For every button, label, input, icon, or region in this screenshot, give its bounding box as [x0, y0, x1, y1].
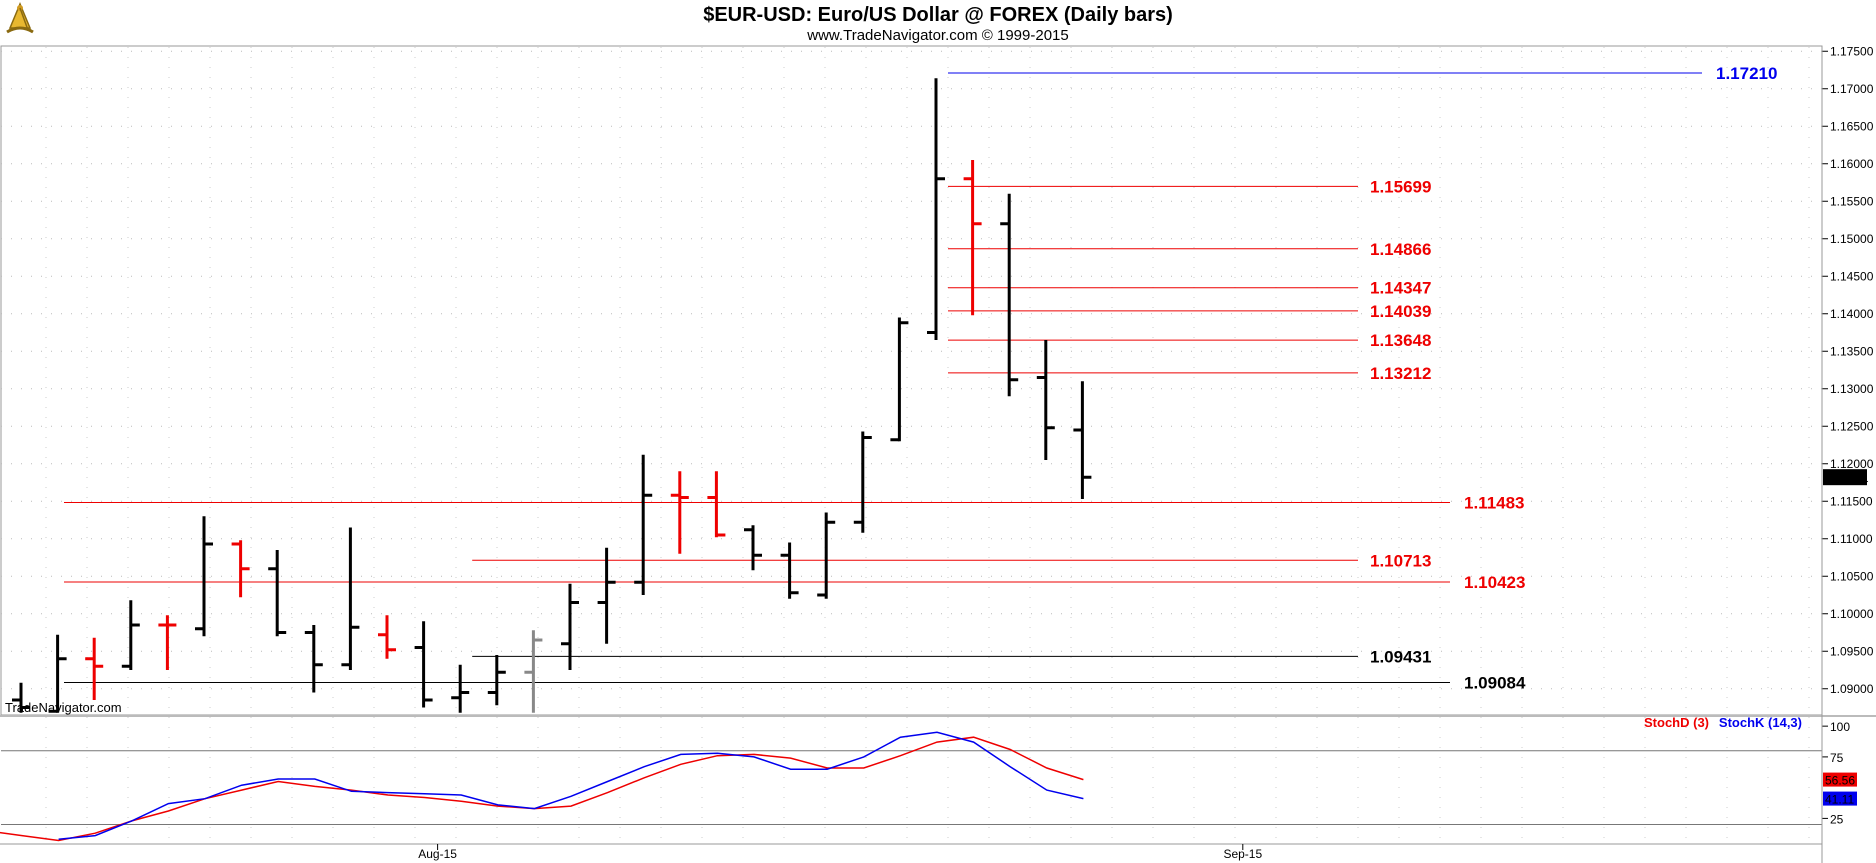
- price-tick-label: 1.16500: [1830, 119, 1874, 133]
- price-tick-label: 1.11000: [1830, 532, 1873, 546]
- stochastic-legend: StochD (3) StochK (14,3): [1644, 715, 1802, 730]
- chart-subtitle: www.TradeNavigator.com © 1999-2015: [806, 27, 1068, 44]
- level-label: 1.14866: [1370, 240, 1431, 259]
- ohlc-bar: [378, 615, 396, 659]
- level-label: 1.17210: [1716, 64, 1777, 83]
- ohlc-bar: [524, 630, 543, 713]
- price-tick-label: 1.10000: [1830, 607, 1874, 621]
- ohlc-bar: [817, 512, 836, 599]
- level-label: 1.09084: [1464, 673, 1526, 692]
- ohlc-bar: [744, 525, 762, 571]
- ohlc-bar: [158, 615, 177, 670]
- date-axis: Aug-15 Sep-15: [0, 843, 1822, 861]
- legend-stoch-d: StochD (3): [1644, 715, 1709, 730]
- chart-header: $EUR-USD: Euro/US Dollar @ FOREX (Daily …: [6, 2, 1173, 44]
- price-tick-label: 1.16000: [1830, 157, 1874, 171]
- stochastic-panel: 100 75 25 56.56 41.11 StochD (3) StochK (14,…: [0, 715, 1876, 842]
- price-tick-label: 1.15000: [1830, 232, 1874, 246]
- stoch-d-last-label: 56.56: [1825, 774, 1855, 788]
- level-label: 1.09431: [1370, 647, 1431, 666]
- ohlc-bar: [48, 634, 67, 713]
- price-axis: 1.17500 1.17000 1.16500 1.16000 1.15500 1.150…: [1822, 44, 1874, 696]
- current-price-label: 1.11821: [1826, 471, 1869, 485]
- chart-title: $EUR-USD: Euro/US Dollar @ FOREX (Daily …: [703, 4, 1173, 26]
- level-label: 1.13648: [1370, 331, 1431, 350]
- ohlc-bar: [1073, 381, 1092, 499]
- stochastic-lines: [0, 731, 1084, 842]
- ohlc-bar: [85, 637, 104, 700]
- ohlc-bar: [121, 600, 140, 670]
- stoch-k-line: [58, 731, 1084, 841]
- ohlc-bar: [780, 542, 799, 599]
- date-tick-label: Sep-15: [1223, 847, 1262, 861]
- ohlc-bar: [231, 540, 250, 598]
- ohlc-bar: [963, 160, 982, 316]
- price-tick-label: 1.12500: [1830, 419, 1874, 433]
- price-tick-label: 1.17500: [1830, 44, 1874, 58]
- ohlc-bar: [707, 471, 726, 538]
- price-tick-label: 1.14500: [1830, 269, 1874, 283]
- ohlc-bar: [561, 583, 579, 670]
- current-price-badge: [1823, 469, 1867, 486]
- sextant-logo-icon: [6, 2, 34, 34]
- stoch-d-last-badge: [1823, 772, 1857, 787]
- level-label: 1.15699: [1370, 177, 1431, 196]
- stochastic-tick-label: 25: [1830, 812, 1844, 826]
- price-plot-border: [0, 45, 1823, 716]
- ohlc-bar: [414, 621, 433, 708]
- stoch-k-last-label: 41.11: [1825, 793, 1854, 807]
- ohlc-bar: [890, 317, 909, 442]
- price-panel: 1.17210 1.15699 1.14866 1.14347 1.14039 1.136…: [0, 44, 1874, 843]
- legend-stoch-k: StochK (14,3): [1719, 715, 1802, 730]
- ohlc-bar: [670, 471, 689, 554]
- ohlc-bar: [1000, 193, 1019, 397]
- ohlc-bar: [487, 655, 506, 706]
- price-tick-label: 1.14000: [1830, 307, 1874, 321]
- price-tick-label: 1.15500: [1830, 194, 1874, 208]
- ohlc-bar: [634, 454, 653, 595]
- ohlc-bar: [927, 78, 945, 340]
- level-label: 1.10713: [1370, 551, 1431, 570]
- level-label: 1.14347: [1370, 279, 1431, 298]
- price-tick-label: 1.13000: [1830, 382, 1874, 396]
- ohlc-bar: [597, 547, 616, 644]
- price-tick-label: 1.17000: [1830, 82, 1874, 96]
- level-label: 1.14039: [1370, 302, 1431, 321]
- level-label: 1.10423: [1464, 573, 1525, 592]
- price-tick-label: 1.12000: [1830, 457, 1874, 471]
- date-tick-label: Aug-15: [418, 847, 457, 861]
- ohlc-bar: [12, 682, 30, 713]
- price-tick-label: 1.09000: [1830, 682, 1874, 696]
- stochastic-gridlines: [1, 750, 1822, 826]
- ohlc-bars: [12, 78, 1092, 713]
- price-tick-label: 1.10500: [1830, 569, 1874, 583]
- stochastic-tick-label: 100: [1830, 720, 1850, 734]
- watermark: TradeNavigator.com: [5, 700, 122, 715]
- date-gridlines: [45, 47, 1810, 843]
- ohlc-bar: [304, 625, 323, 693]
- ohlc-bar: [195, 516, 213, 637]
- ohlc-bar: [451, 664, 470, 713]
- price-tick-label: 1.09500: [1830, 644, 1874, 658]
- price-gridlines: [1, 50, 1822, 690]
- ohlc-bar: [341, 527, 360, 670]
- level-label: 1.11483: [1464, 494, 1525, 513]
- price-tick-label: 1.13500: [1830, 344, 1874, 358]
- stoch-k-last-badge: [1823, 791, 1857, 806]
- ohlc-bar: [1036, 340, 1055, 460]
- ohlc-bar: [853, 431, 872, 533]
- price-tick-label: 1.11500: [1830, 494, 1873, 508]
- support-resistance-levels: 1.17210 1.15699 1.14866 1.14347 1.14039 1.136…: [64, 64, 1777, 692]
- stochastic-axis: 100 75 25 56.56 41.11: [1822, 720, 1857, 826]
- stochastic-tick-label: 75: [1830, 751, 1844, 765]
- level-label: 1.13212: [1370, 364, 1431, 383]
- ohlc-bar: [268, 550, 287, 637]
